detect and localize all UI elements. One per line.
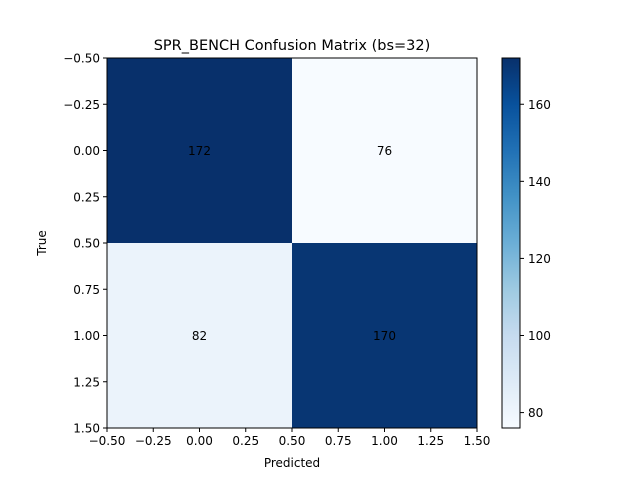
matrix-cell-1-0 [107,243,292,428]
y-tick-label: −0.25 [63,98,100,112]
colorbar-tick-label: 80 [528,406,543,420]
colorbar-tick-label: 140 [528,175,551,189]
y-tick-label: −0.50 [63,52,100,66]
x-tick-label: −0.50 [89,434,126,448]
x-tick-label: 1.50 [464,434,491,448]
y-axis-label: True [35,230,49,257]
matrix-cell-1-1 [292,243,477,428]
colorbar-tick-label: 100 [528,329,551,343]
x-axis-label: Predicted [264,456,320,470]
matrix-cell-value-0-1: 76 [377,144,392,158]
matrix-cell-0-0 [107,58,292,243]
y-tick-label: 0.25 [73,190,100,204]
x-tick-label: 1.25 [417,434,444,448]
y-tick-label: 1.00 [73,329,100,343]
heatmap-cells [107,58,477,428]
colorbar-tick-label: 120 [528,252,551,266]
x-tick-label: 0.25 [232,434,259,448]
y-tick-label: 1.25 [73,375,100,389]
matrix-cell-value-1-0: 82 [192,329,207,343]
y-tick-label: 0.00 [73,144,100,158]
matrix-cell-0-1 [292,58,477,243]
y-tick-label: 0.50 [73,237,100,251]
y-tick-label: 1.50 [73,422,100,436]
x-axis-ticks: −0.50 −0.25 0.00 0.25 0.50 0.75 1.00 1.25 1.50 [89,428,491,448]
chart-title: SPR_BENCH Confusion Matrix (bs=32) [154,38,431,54]
y-tick-label: 0.75 [73,283,100,297]
colorbar [501,57,521,429]
x-tick-label: −0.25 [135,434,172,448]
x-tick-label: 0.50 [279,434,306,448]
matrix-cell-value-1-1: 170 [373,329,396,343]
x-tick-label: 0.00 [186,434,213,448]
colorbar-tick-label: 160 [528,98,551,112]
matrix-cell-value-0-0: 172 [188,144,211,158]
x-tick-label: 0.75 [325,434,352,448]
heatmap-cell-labels: 172 76 82 170 [188,144,396,343]
y-axis-ticks: −0.50 −0.25 0.00 0.25 0.50 0.75 1.00 1.25 1.50 [63,52,107,436]
x-tick-label: 1.00 [371,434,398,448]
colorbar-ticks: 80 100 120 140 160 [520,98,551,420]
